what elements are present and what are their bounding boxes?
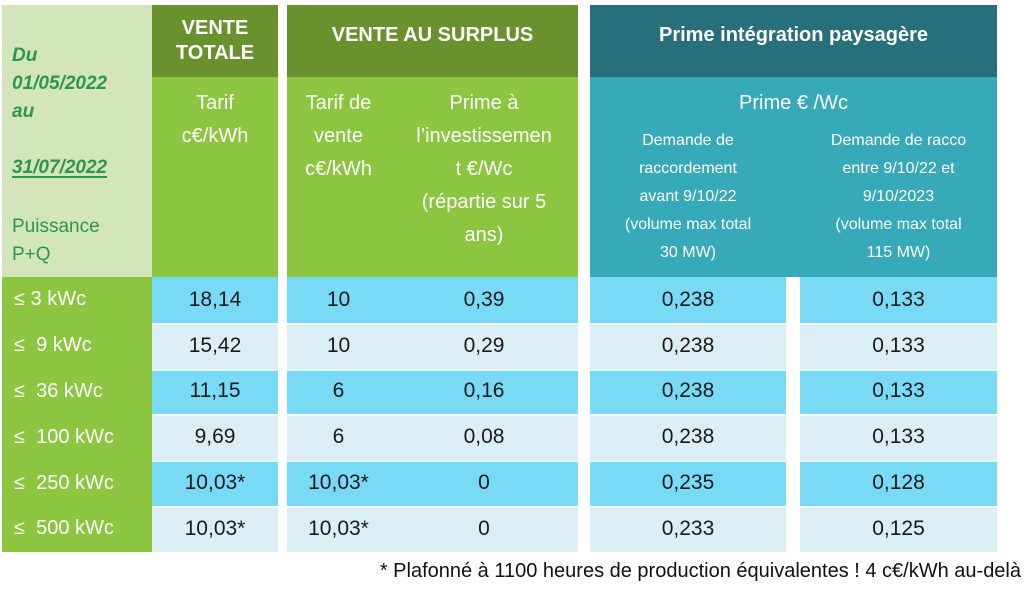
cell-prime-invest: 0,39 (463, 287, 505, 311)
cell-prime-invest: 0,16 (463, 379, 505, 403)
subheader-tarif-totale: Tarif c€/kWh (152, 77, 278, 277)
subheader-prime-group: Prime € /Wc Demande de raccordement avan… (590, 77, 997, 277)
cell-prime-avant: 0,233 (590, 505, 786, 552)
cell-tarif-vente: 10,03* (308, 471, 369, 495)
footnote: * Plafonné à 1100 heures de production é… (379, 560, 1021, 582)
cell-prime-avant: 0,235 (590, 460, 786, 506)
cell-tarif-totale: 10,03* (152, 505, 278, 552)
cell-tarif-vente: 6 (332, 379, 345, 403)
cell-prime-invest: 0 (478, 516, 490, 540)
cell-prime-entre: 0,133 (800, 322, 997, 369)
cell-tarif-totale: 11,15 (152, 368, 278, 415)
cell-prime-invest: 0,29 (463, 333, 505, 357)
power-label: Puissance P+Q (12, 216, 100, 265)
cell-prime-avant: 0,238 (590, 414, 786, 461)
cell-surplus: 6 0,08 (287, 414, 578, 461)
cell-surplus: 10 0,29 (287, 322, 578, 369)
row-label: ≤ 3 kWc (2, 277, 152, 323)
cell-tarif-totale: 9,69 (152, 414, 278, 461)
cell-surplus: 10 0,39 (287, 277, 578, 323)
column-gap (786, 127, 800, 267)
subheader-demande-avant: Demande de raccordement avant 9/10/22 (v… (624, 132, 752, 261)
row-label: ≤ 36 kWc (2, 368, 152, 415)
cell-prime-avant: 0,238 (590, 368, 786, 415)
cell-tarif-vente: 10 (326, 333, 351, 357)
subheader-tarif-vente: Tarif de vente c€/kWh (305, 92, 372, 180)
row-label: ≤ 500 kWc (2, 505, 152, 552)
period-end-date: 31/07/2022 (12, 157, 108, 178)
cell-tarif-totale: 15,42 (152, 322, 278, 369)
cell-prime-entre: 0,128 (800, 460, 997, 506)
cell-prime-entre: 0,125 (800, 505, 997, 552)
cell-surplus: 10,03* 0 (287, 460, 578, 506)
row-label: ≤ 250 kWc (2, 460, 152, 506)
cell-prime-entre: 0,133 (800, 277, 997, 323)
cell-prime-entre: 0,133 (800, 414, 997, 461)
period-prefix: Du 01/05/2022 au (12, 45, 108, 122)
cell-tarif-vente: 6 (332, 425, 345, 449)
header-vente-totale: VENTE TOTALE (152, 5, 278, 77)
cell-prime-invest: 0 (478, 471, 490, 495)
cell-prime-invest: 0,08 (463, 425, 505, 449)
row-label: ≤ 100 kWc (2, 414, 152, 461)
subheader-demande-entre: Demande de racco entre 9/10/22 et 9/10/2… (830, 132, 967, 261)
cell-tarif-totale: 18,14 (152, 277, 278, 323)
cell-tarif-vente: 10 (326, 287, 351, 311)
cell-prime-avant: 0,238 (590, 277, 786, 323)
tariff-table: Du 01/05/2022 au 31/07/2022 Puissance P+… (2, 5, 997, 552)
cell-prime-avant: 0,238 (590, 322, 786, 369)
cell-prime-entre: 0,133 (800, 368, 997, 415)
header-vente-au-surplus: VENTE AU SURPLUS (287, 5, 578, 77)
corner-cell: Du 01/05/2022 au 31/07/2022 Puissance P+… (2, 5, 152, 277)
subheader-surplus-group: Tarif de vente c€/kWh Prime à l’investis… (287, 77, 578, 277)
cell-surplus: 10,03* 0 (287, 505, 578, 552)
cell-tarif-vente: 10,03* (308, 516, 369, 540)
cell-tarif-totale: 10,03* (152, 460, 278, 506)
demand-columns: Demande de raccordement avant 9/10/22 (v… (590, 127, 997, 267)
cell-surplus: 6 0,16 (287, 368, 578, 415)
period-label: Du 01/05/2022 au 31/07/2022 (12, 14, 144, 182)
header-prime-integration: Prime intégration paysagère (590, 5, 997, 77)
row-label: ≤ 9 kWc (2, 322, 152, 369)
subheader-prime-euro-wc: Prime € /Wc (739, 92, 848, 114)
subheader-prime-investissement: Prime à l’investissemen t €/Wc (répartie… (416, 92, 552, 246)
